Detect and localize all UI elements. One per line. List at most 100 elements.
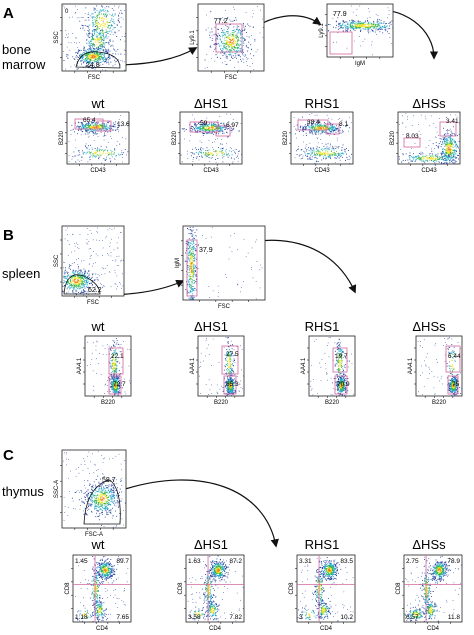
event-dot [113,9,115,11]
event-dot [444,139,446,141]
event-dot [102,50,104,52]
event-dot [188,297,190,299]
event-dot [234,53,236,54]
event-dot [96,52,97,54]
event-dot [82,62,84,64]
gate-box [439,121,457,137]
event-dot [446,150,448,152]
event-dot [226,128,228,130]
event-dot [450,148,452,150]
event-dot [350,25,352,27]
event-dot [443,139,445,141]
event-dot [238,40,240,42]
gate-polygon [75,51,121,69]
event-dot [87,14,89,15]
event-dot [67,227,68,229]
event-dot [82,274,84,275]
event-dot [350,27,352,28]
event-dot [92,262,94,264]
event-dot [454,149,455,151]
event-dot [90,248,91,249]
event-dot [333,42,334,43]
event-dot [326,126,327,128]
event-dot [227,37,228,39]
event-dot [309,142,311,144]
event-dot [107,59,109,61]
event-dot [214,151,216,152]
event-dot [209,122,211,124]
event-dot [442,155,444,157]
event-dot [453,139,455,141]
event-dot [106,62,107,64]
event-dot [317,120,319,122]
event-dot [360,24,362,26]
event-dot [332,127,334,128]
event-dot [329,128,331,129]
event-dot [189,242,191,244]
event-dot [452,160,454,161]
event-dot [371,41,373,43]
event-dot [93,29,95,30]
event-dot [195,152,197,153]
event-dot [114,148,116,150]
event-dot [99,16,100,18]
event-dot [189,291,191,293]
event-dot [331,124,333,126]
event-dot [353,22,355,24]
event-dot [103,152,105,154]
event-dot [312,127,313,129]
event-dot [220,123,222,124]
event-dot [206,124,208,126]
event-dot [371,24,373,26]
event-dot [259,32,261,34]
event-dot [399,158,400,160]
event-dot [303,128,305,130]
event-dot [118,154,120,156]
event-dot [108,127,110,129]
event-dot [355,26,356,27]
event-dot [233,44,235,45]
event-dot [211,127,213,128]
event-dot [85,55,87,57]
event-dot [412,159,414,161]
event-dot [245,39,246,41]
event-dot [384,25,385,26]
event-dot [202,132,204,134]
event-dot [446,140,448,142]
event-dot [303,131,304,132]
event-dot [455,114,457,116]
event-dot [451,157,453,158]
event-dot [420,153,422,155]
event-dot [216,153,218,155]
event-dot [240,40,241,42]
event-dot [229,49,231,51]
event-dot [309,121,310,123]
event-dot [221,148,223,149]
gate-box [189,121,219,133]
event-dot [92,50,94,52]
event-dot [318,147,320,148]
event-dot [368,32,369,34]
event-dot [84,126,86,128]
event-dot [214,141,215,143]
event-dot [411,156,413,157]
event-dot [450,152,452,154]
event-dot [124,35,126,37]
event-dot [235,55,237,57]
event-dot [225,150,227,152]
event-dot [371,25,373,27]
event-dot [425,118,427,120]
event-dot [338,26,340,28]
event-dot [107,253,108,254]
event-dot [100,38,101,40]
event-dot [92,29,94,31]
event-dot [422,158,423,160]
event-dot [93,30,95,32]
event-dot [193,157,195,158]
event-dot [311,131,313,133]
event-dot [91,277,92,279]
event-dot [243,38,244,40]
event-dot [221,152,223,153]
event-dot [458,140,460,142]
event-dot [89,24,91,26]
